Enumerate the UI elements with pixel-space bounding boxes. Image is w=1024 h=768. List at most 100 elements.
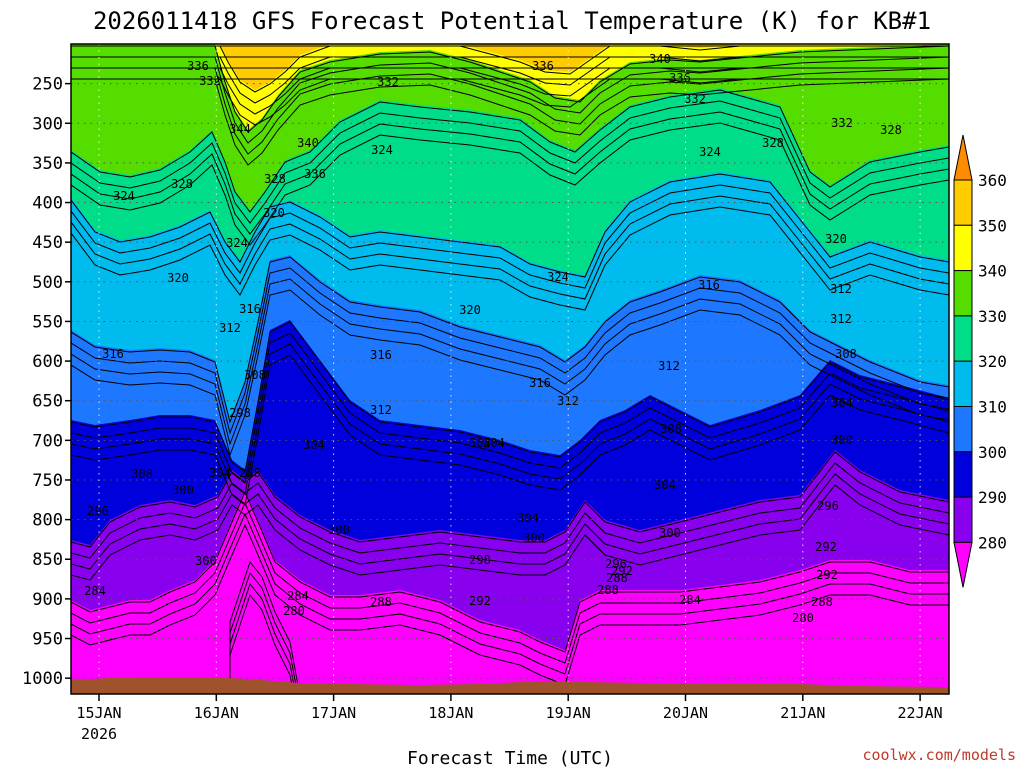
colorbar-swatch xyxy=(953,406,973,453)
contour-line xyxy=(71,173,949,694)
contour-line xyxy=(71,206,949,694)
contour-line xyxy=(71,184,949,694)
contour-label: 328 xyxy=(880,123,902,137)
x-sub-label: 2026 xyxy=(81,725,117,743)
y-tick-label: 450 xyxy=(32,233,63,253)
colorbar-swatch xyxy=(953,224,973,272)
x-tick-label: 19JAN xyxy=(546,704,591,722)
colorbar: 360 350 340 330 320 310 300 290 280 xyxy=(953,134,1007,588)
y-tick-label: 650 xyxy=(32,392,63,412)
contour-line xyxy=(71,473,949,694)
x-tick-label: 16JAN xyxy=(194,704,239,722)
contour-label: 304 xyxy=(209,466,231,480)
contour-label: 328 xyxy=(171,177,193,191)
contour-line xyxy=(71,78,949,694)
contour-line xyxy=(71,100,949,694)
band-270 xyxy=(170,560,949,694)
colorbar-label: 330 xyxy=(978,307,1007,326)
contour-label: 288 xyxy=(239,466,261,480)
contour-line xyxy=(71,278,949,694)
contour-line xyxy=(71,267,949,694)
contour-label: 340 xyxy=(297,136,319,150)
colorbar-swatch xyxy=(953,451,973,498)
contour-label: 300 xyxy=(659,526,681,540)
gridlines xyxy=(71,44,949,694)
contour-label: 292 xyxy=(815,540,837,554)
colorbar-swatch xyxy=(953,496,973,543)
contour-label: 308 xyxy=(244,368,266,382)
colorbar-label: 300 xyxy=(978,443,1007,462)
contour-line xyxy=(71,56,949,694)
contour-label: 292 xyxy=(469,594,491,608)
contour-line xyxy=(71,67,949,694)
chart-title: 2026011418 GFS Forecast Potential Temper… xyxy=(93,7,931,35)
contour-label: 304 xyxy=(654,478,676,492)
contour-label: 288 xyxy=(606,571,628,585)
colorbar-swatch xyxy=(953,315,973,362)
contour-label: 320 xyxy=(167,271,189,285)
contour-label: 312 xyxy=(830,282,852,296)
x-axis-label: Forecast Time (UTC) xyxy=(407,748,613,768)
contour-label: 280 xyxy=(792,611,814,625)
contour-label: 288 xyxy=(811,595,833,609)
contour-line xyxy=(229,593,295,694)
contour-line xyxy=(71,122,949,694)
contour-label: 316 xyxy=(102,347,124,361)
colorbar-label: 340 xyxy=(978,262,1007,281)
contour-line xyxy=(71,256,949,694)
contour-label: 320 xyxy=(263,206,285,220)
contour-label: 308 xyxy=(131,467,153,481)
colorbar-swatch xyxy=(953,541,973,588)
x-tick-label: 15JAN xyxy=(76,704,121,722)
contour-line xyxy=(71,289,949,694)
contour-line xyxy=(71,501,949,694)
y-tick-label: 400 xyxy=(32,194,63,214)
contour-label: 304 xyxy=(303,438,325,452)
y-tick-label: 250 xyxy=(32,75,63,95)
contour-label: 344 xyxy=(229,122,251,136)
colorbar-swatch xyxy=(953,179,973,226)
contour-label: 300 xyxy=(523,531,545,545)
contour-label: 332 xyxy=(377,75,399,89)
contour-label: 328 xyxy=(264,172,286,186)
y-tick-label: 800 xyxy=(32,511,63,531)
contour-label: 284 xyxy=(84,584,106,598)
contour-label: 298 xyxy=(229,406,251,420)
contour-label: 296 xyxy=(87,504,109,518)
contour-label: 336 xyxy=(304,167,326,181)
colorbar-label: 350 xyxy=(978,216,1007,235)
contour-label: 300 xyxy=(831,433,853,447)
y-tick-label: 700 xyxy=(32,431,63,451)
contour-label: 332 xyxy=(684,92,706,106)
contour-label: 284 xyxy=(679,593,701,607)
contour-line xyxy=(71,523,949,694)
colorbar-label: 310 xyxy=(978,398,1007,417)
contour-label: 304 xyxy=(483,436,505,450)
contour-label: 332 xyxy=(199,74,221,88)
contour-label: 324 xyxy=(547,270,569,284)
contour-label: 292 xyxy=(611,564,633,578)
contour-label: 324 xyxy=(226,236,248,250)
contour-line xyxy=(71,490,949,694)
contour-label: 332 xyxy=(831,116,853,130)
contour-label: 316 xyxy=(370,348,392,362)
x-tick-label: 22JAN xyxy=(898,704,943,722)
y-tick-label: 1000 xyxy=(22,669,63,689)
colorbar-swatch xyxy=(953,134,973,181)
y-tick-label: 350 xyxy=(32,154,63,174)
contour-line xyxy=(71,343,949,694)
y-tick-label: 950 xyxy=(32,630,63,650)
contour-label: 324 xyxy=(371,143,393,157)
colorbar-swatch xyxy=(953,360,973,408)
colorbar-label: 290 xyxy=(978,488,1007,507)
contour-label: 320 xyxy=(459,303,481,317)
contour-label: 312 xyxy=(219,321,241,335)
contour-line xyxy=(71,332,949,694)
contour-line xyxy=(229,571,299,694)
contour-label: 340 xyxy=(649,52,671,66)
contour-line xyxy=(71,89,949,694)
contour-label: 336 xyxy=(532,59,554,73)
plot-frame xyxy=(70,43,950,695)
contour-label: 300 xyxy=(328,523,350,537)
